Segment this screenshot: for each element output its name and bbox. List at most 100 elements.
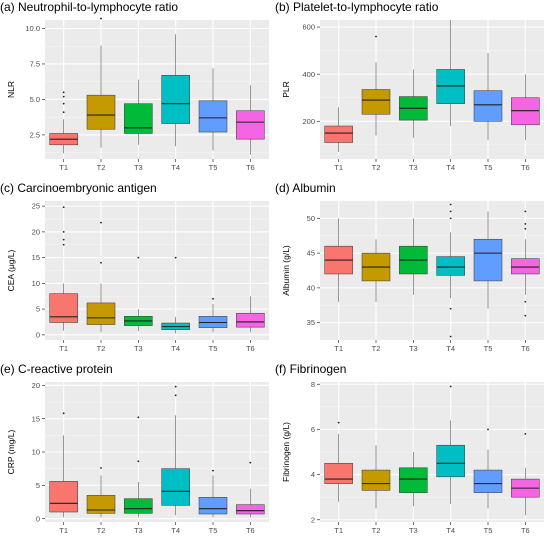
box-T2 xyxy=(86,94,116,130)
outlier-point xyxy=(62,95,65,98)
outlier-point xyxy=(249,461,252,464)
outlier-point xyxy=(62,412,65,415)
y-tick-label: 10 xyxy=(32,448,40,457)
outlier-point xyxy=(174,385,177,388)
x-tick-label: T6 xyxy=(521,526,530,535)
y-tick-label: 5.0 xyxy=(30,95,40,104)
y-tick-label: 6 xyxy=(311,425,315,434)
outlier-point xyxy=(174,394,177,397)
outlier-point xyxy=(62,206,65,209)
panel-title: (c) Carcinoembryonic antigen xyxy=(0,181,157,195)
box-T2 xyxy=(86,495,116,514)
y-axis-label: CEA (μg/L) xyxy=(6,249,16,291)
panel-nlr: (a) Neutrophil-to-lymphocyte ratio 2.5 5.… xyxy=(0,0,275,181)
x-tick-label: T2 xyxy=(372,344,381,353)
y-axis-label: Albumin (g/L) xyxy=(281,245,291,296)
box-T1 xyxy=(49,293,78,323)
box-T6 xyxy=(236,110,265,140)
x-tick-label: T3 xyxy=(409,526,418,535)
y-tick-label: 5 xyxy=(36,481,40,490)
outlier-point xyxy=(524,300,527,303)
box-T6 xyxy=(511,97,540,126)
box-T2 xyxy=(361,89,391,115)
box-T6 xyxy=(236,504,265,515)
x-tick-label: T4 xyxy=(171,163,180,172)
panel-albumin: (d) Albumin 35 40 45 50 T1 T2 T3 T4 T5 T6 Albumin … xyxy=(275,181,550,362)
chart-nlr: 2.5 5.0 7.5 10.0 T1 T2 T3 T4 T5 T6 NLR xyxy=(6,17,269,172)
outlier-point xyxy=(449,217,452,220)
plot-background xyxy=(320,20,544,159)
outlier-point xyxy=(212,469,214,472)
outlier-point xyxy=(487,428,489,431)
y-tick-label: 10.0 xyxy=(25,24,40,33)
outlier-point xyxy=(524,223,527,225)
outlier-point xyxy=(62,230,65,233)
panel-plr: (b) Platelet-to-lymphocyte ratio 200 400 6… xyxy=(275,0,550,181)
box-T4 xyxy=(436,256,465,276)
box-T2 xyxy=(361,469,391,491)
x-tick-label: T4 xyxy=(171,344,180,353)
outlier-point xyxy=(449,307,452,310)
y-axis-label: PLR xyxy=(281,81,291,98)
y-tick-label: 0 xyxy=(36,330,40,339)
outlier-point xyxy=(137,416,140,419)
x-tick-label: T4 xyxy=(446,163,455,172)
y-tick-label: 8 xyxy=(311,380,315,389)
y-tick-label: 15 xyxy=(32,253,40,262)
outlier-point xyxy=(174,256,177,259)
box-T6 xyxy=(511,258,540,275)
outlier-point xyxy=(62,111,65,114)
outlier-point xyxy=(337,421,340,424)
y-tick-label: 200 xyxy=(302,117,315,126)
x-tick-label: T4 xyxy=(446,344,455,353)
y-tick-label: 400 xyxy=(302,70,315,79)
outlier-point xyxy=(524,314,527,317)
y-tick-label: 4 xyxy=(311,470,315,479)
x-tick-label: T5 xyxy=(484,163,493,172)
outlier-point xyxy=(100,261,102,264)
y-axis-label: Fibrinogen (g/L) xyxy=(281,422,291,482)
box-T5 xyxy=(198,497,228,515)
x-tick-label: T6 xyxy=(246,344,255,353)
panel-crp: (e) C-reactive protein 0 5 10 15 20 T1 T2 T3 T4 T… xyxy=(0,362,275,544)
outlier-point xyxy=(449,385,452,388)
plot-background xyxy=(45,20,269,159)
outlier-point xyxy=(375,35,377,38)
x-tick-label: T4 xyxy=(446,526,455,535)
x-tick-label: T1 xyxy=(334,526,343,535)
x-tick-label: T2 xyxy=(372,526,381,535)
outlier-point xyxy=(100,17,102,20)
x-tick-label: T5 xyxy=(484,526,493,535)
y-tick-label: 5 xyxy=(36,305,40,314)
x-tick-label: T2 xyxy=(97,526,106,535)
chart-crp: 0 5 10 15 20 T1 T2 T3 T4 T5 T6 CRP (mg/L) xyxy=(6,381,269,535)
box-T5 xyxy=(473,469,503,493)
chart-plr: 200 400 600 T1 T2 T3 T4 T5 T6 PLR xyxy=(281,20,544,172)
outlier-point xyxy=(100,221,102,224)
box-T3 xyxy=(124,103,153,134)
y-tick-label: 25 xyxy=(32,202,40,211)
y-axis-label: NLR xyxy=(6,81,16,98)
y-tick-label: 20 xyxy=(32,381,40,390)
box-T1 xyxy=(49,481,78,513)
box-T5 xyxy=(198,100,228,133)
y-tick-label: 600 xyxy=(302,23,315,32)
box-T4 xyxy=(161,468,190,506)
panel-cea: (c) Carcinoembryonic antigen 0 5 10 15 20 25 T… xyxy=(0,181,275,362)
box-T6 xyxy=(236,312,265,328)
box-T4 xyxy=(436,69,465,104)
x-tick-label: T6 xyxy=(521,344,530,353)
outlier-point xyxy=(524,210,527,213)
outlier-point xyxy=(137,256,140,259)
panel-title: (f) Fibrinogen xyxy=(275,362,347,376)
x-tick-label: T1 xyxy=(59,526,68,535)
y-tick-label: 15 xyxy=(32,414,40,423)
outlier-point xyxy=(524,227,527,230)
x-tick-label: T3 xyxy=(134,163,143,172)
x-tick-label: T5 xyxy=(209,526,218,535)
x-tick-label: T4 xyxy=(171,526,180,535)
x-tick-label: T5 xyxy=(484,344,493,353)
outlier-point xyxy=(524,433,527,435)
box-T5 xyxy=(473,90,503,122)
outlier-point xyxy=(449,203,452,206)
